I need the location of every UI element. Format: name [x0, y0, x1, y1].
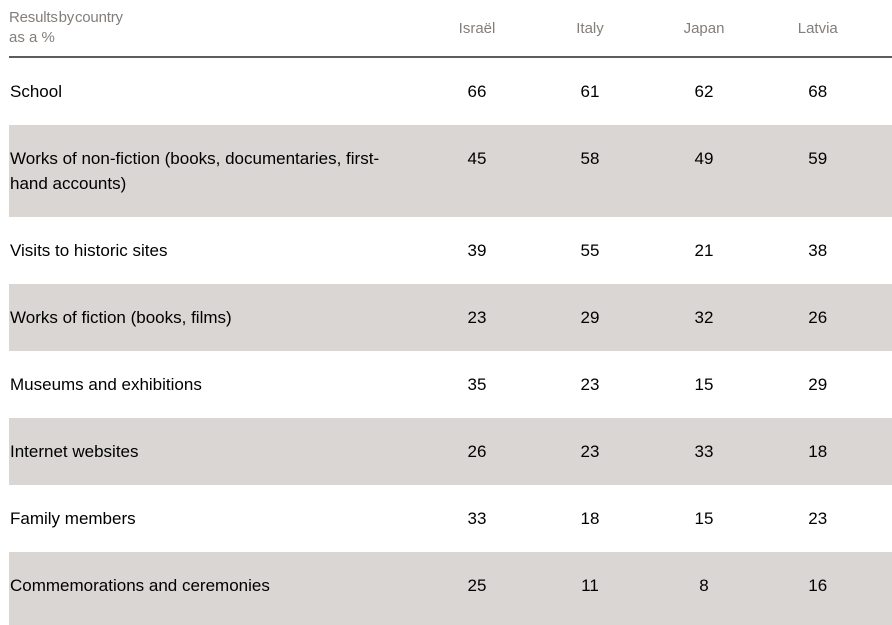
value-cell: 38 [808, 241, 828, 260]
value-cell: 35 [467, 375, 487, 394]
value-cell: 11 [533, 552, 647, 625]
value-cell: 33 [647, 418, 761, 485]
header-row: Results by country as a % Israël Italy J… [9, 0, 892, 58]
value-cell: 45 [421, 125, 533, 217]
row-label: Works of fiction (books, films) [9, 284, 421, 351]
value-cell: 18 [580, 509, 600, 528]
value-cell: 21 [694, 241, 714, 260]
value-cell: 23 [808, 509, 828, 528]
value-cell: 39 [467, 241, 487, 260]
value-cell: 58 [533, 125, 647, 217]
row-label: Works of non-fiction (books, documentari… [9, 125, 421, 217]
value-cell: 8 [647, 552, 761, 625]
value-cell: 62 [694, 82, 714, 101]
table-title: Results by country as a % [9, 0, 421, 58]
table-row: Works of non-fiction (books, documentari… [9, 125, 892, 217]
column-header-israel: Israël [421, 0, 533, 58]
table-row: Family members 33 18 15 23 [9, 485, 892, 552]
table-row: Commemorations and ceremonies 25 11 8 16 [9, 552, 892, 625]
value-cell: 23 [533, 418, 647, 485]
row-label: Museums and exhibitions [10, 375, 202, 394]
table-row: Museums and exhibitions 35 23 15 29 [9, 351, 892, 418]
value-cell: 15 [694, 509, 714, 528]
value-cell: 29 [533, 284, 647, 351]
row-label: School [10, 82, 62, 101]
table-title-line1: Results by country [9, 9, 123, 26]
value-cell: 29 [808, 375, 828, 394]
column-header-italy: Italy [533, 0, 647, 58]
column-header-japan: Japan [647, 0, 761, 58]
value-cell: 25 [421, 552, 533, 625]
value-cell: 59 [761, 125, 892, 217]
value-cell: 49 [647, 125, 761, 217]
row-label: Family members [10, 509, 136, 528]
value-cell: 61 [580, 82, 600, 101]
table-row: Visits to historic sites 39 55 21 38 [9, 217, 892, 284]
row-label: Internet websites [9, 418, 421, 485]
table-title-line2: as a % [9, 29, 55, 46]
value-cell: 23 [580, 375, 600, 394]
value-cell: 26 [761, 284, 892, 351]
value-cell: 18 [761, 418, 892, 485]
value-cell: 32 [647, 284, 761, 351]
value-cell: 55 [580, 241, 600, 260]
table-row: Works of fiction (books, films) 23 29 32… [9, 284, 892, 351]
results-by-country-table: Results by country as a % Israël Italy J… [9, 0, 892, 625]
value-cell: 23 [421, 284, 533, 351]
value-cell: 15 [694, 375, 714, 394]
value-cell: 66 [467, 82, 487, 101]
value-cell: 68 [808, 82, 828, 101]
column-header-latvia: Latvia [761, 0, 892, 58]
value-cell: 33 [467, 509, 487, 528]
row-label: Commemorations and ceremonies [9, 552, 421, 625]
value-cell: 26 [421, 418, 533, 485]
row-label: Visits to historic sites [10, 241, 168, 260]
table-row: Internet websites 26 23 33 18 [9, 418, 892, 485]
table-row: School 66 61 62 68 [9, 57, 892, 125]
value-cell: 16 [761, 552, 892, 625]
